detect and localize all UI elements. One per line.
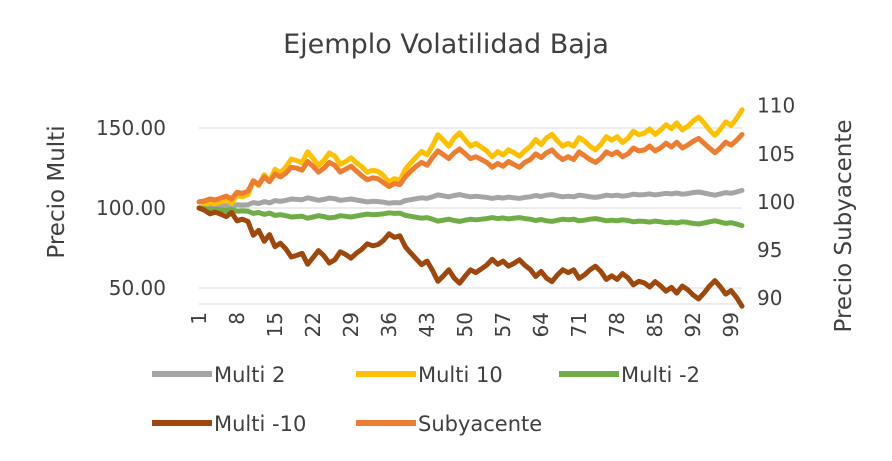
legend-label: Subyacente: [418, 412, 542, 436]
x-tick-label: 71: [567, 312, 591, 337]
chart-title: Ejemplo Volatilidad Baja: [283, 29, 609, 60]
gridlines: [199, 127, 742, 289]
legend-label: Multi 2: [214, 363, 285, 387]
y2-tick-label: 100: [757, 190, 795, 214]
y2-axis-label: Precio Subyacente: [831, 119, 857, 332]
legend-label: Multi -10: [214, 412, 306, 436]
x-tick-label: 8: [225, 312, 249, 325]
x-tick-label: 29: [339, 312, 363, 337]
x-tick-label: 43: [415, 312, 439, 337]
x-tick-label: 36: [377, 312, 401, 337]
x-axis-ticks: 1 8 15 22 29 36 43 50 57 64 71 78 85 92 99: [187, 312, 743, 337]
legend-label: Multi 10: [418, 363, 503, 387]
y2-tick-label: 95: [757, 238, 782, 262]
x-tick-label: 15: [263, 312, 287, 337]
y-tick-label: 50.00: [109, 276, 166, 300]
x-tick-label: 78: [605, 312, 629, 337]
legend-label: Multi -2: [621, 363, 700, 387]
x-tick-label: 57: [491, 312, 515, 337]
y-tick-label: 100.00: [96, 196, 166, 220]
series-line-multi--10: [196, 205, 745, 309]
y2-axis-ticks: 90 95 100 105 110: [757, 94, 795, 311]
x-tick-label: 99: [719, 312, 743, 337]
x-tick-label: 1: [187, 312, 211, 325]
series-line-multi--2: [196, 205, 745, 229]
x-tick-label: 92: [681, 312, 705, 337]
series-line-subyacente: [196, 132, 745, 205]
y-tick-label: 150.00: [96, 116, 166, 140]
legend: Multi 2 Multi 10 Multi -2 Multi -10 Subyacen…: [152, 363, 700, 436]
y2-tick-label: 110: [757, 94, 795, 118]
y2-tick-label: 105: [757, 142, 795, 166]
x-tick-label: 50: [453, 312, 477, 337]
x-tick-label: 22: [301, 312, 325, 337]
x-tick-label: 85: [643, 312, 667, 337]
y-axis-label: Precio Multi: [44, 125, 70, 258]
y-axis-ticks: 50.00 100.00 150.00: [96, 116, 166, 300]
series-lines: [196, 107, 745, 309]
series-line-multi-2: [196, 187, 745, 211]
series-line-multi-10: [196, 107, 745, 211]
x-tick-label: 64: [529, 312, 553, 337]
y2-tick-label: 90: [757, 286, 782, 310]
